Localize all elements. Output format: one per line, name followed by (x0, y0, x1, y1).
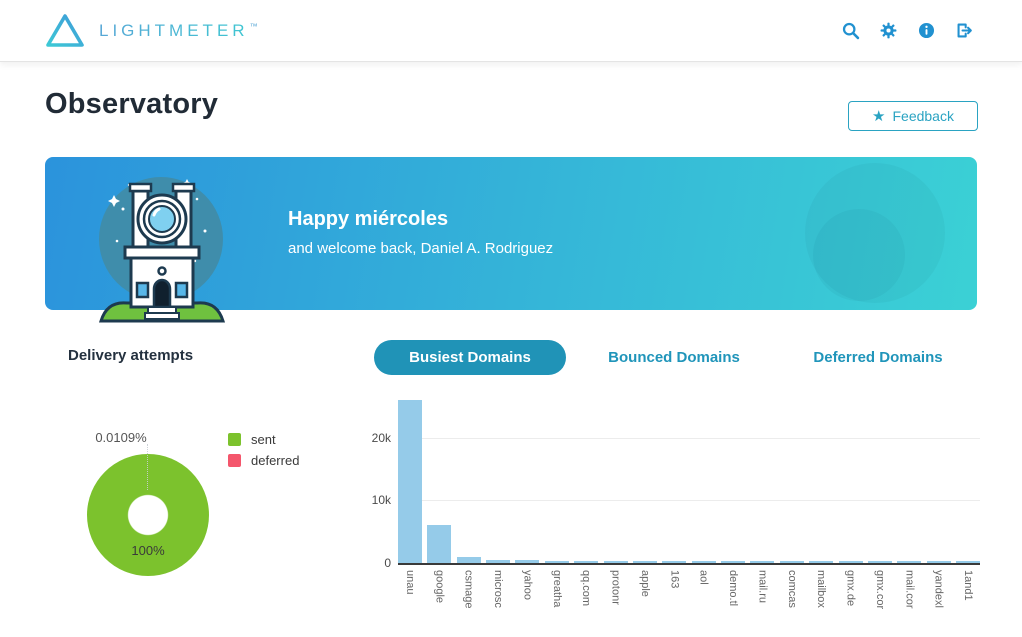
bar-apple (632, 561, 657, 563)
observatory-illustration (98, 177, 226, 323)
gridline (398, 500, 980, 502)
tab-deferred-domains[interactable]: Deferred Domains (776, 340, 980, 375)
domain-tabs: Busiest Domains Bounced Domains Deferred D… (368, 340, 980, 375)
feedback-label: Feedback (892, 108, 954, 124)
brand-logo[interactable]: LIGHTMETER™ (44, 13, 258, 49)
bar-mailbox (809, 561, 834, 563)
tab-busiest-domains[interactable]: Busiest Domains (368, 340, 572, 375)
tab-bounced-domains[interactable]: Bounced Domains (572, 340, 776, 375)
star-icon: ★ (872, 107, 886, 125)
bar-gmx.de (838, 561, 863, 563)
x-tick-label: google (433, 570, 446, 604)
bar-163 (662, 561, 687, 563)
x-tick-label: yandexl (932, 570, 945, 608)
bar-qq.com (574, 561, 599, 563)
legend-swatch (228, 433, 241, 446)
x-tick-label: 163 (668, 570, 681, 589)
bar-demo.tl (721, 561, 746, 563)
bar-mail.ru (750, 561, 775, 563)
bar-greatha (544, 561, 569, 563)
bar-google (427, 525, 452, 563)
bar-protonr (603, 561, 628, 563)
banner-watermark-circle (805, 163, 945, 303)
logout-button[interactable] (950, 17, 978, 45)
info-button[interactable] (912, 17, 940, 45)
page-title: Observatory (45, 88, 219, 120)
header-icons (836, 17, 978, 45)
search-icon (842, 22, 859, 40)
greeting-text: Happy miércoles (288, 208, 449, 230)
banner-background (45, 157, 977, 310)
x-tick-label: csmage (462, 570, 475, 609)
bar-mail.cor (897, 561, 922, 563)
x-tick-label: aol (697, 570, 710, 585)
bar-csmage (456, 557, 481, 563)
banner-text: Happy miércoles and welcome back, Daniel… (288, 208, 553, 257)
x-tick-label: comcas (785, 570, 798, 608)
donut-callout-label: 0.0109% (95, 430, 147, 445)
bar-unau (398, 400, 422, 563)
legend-item-deferred[interactable]: deferred (228, 453, 299, 468)
feedback-button[interactable]: ★ Feedback (848, 101, 978, 131)
bar-plot (398, 400, 980, 565)
x-tick-label: demo.tl (727, 570, 740, 607)
x-tick-label: unau (404, 570, 416, 595)
trademark-symbol: ™ (249, 22, 258, 32)
x-tick-label: yahoo (521, 570, 534, 600)
bar-1and1 (956, 561, 980, 563)
legend-item-sent[interactable]: sent (228, 432, 299, 447)
bar-yandexl (926, 561, 951, 563)
x-tick-label: microsc (492, 570, 505, 608)
x-tick-label: gmx.cor (873, 570, 886, 610)
bar-aol (691, 561, 716, 563)
x-tick-label: mail.ru (756, 570, 769, 604)
y-tick-label: 20k (371, 430, 391, 445)
bar-yahoo (515, 560, 540, 563)
y-tick-label: 10k (371, 493, 391, 508)
x-tick-label: gmx.de (844, 570, 857, 607)
logout-icon (957, 23, 972, 38)
app-header: LIGHTMETER™ (0, 0, 1022, 62)
tab-label: Deferred Domains (813, 349, 943, 366)
bar-gmx.cor (867, 561, 892, 563)
greeting-banner: Happy miércoles and welcome back, Daniel… (45, 157, 977, 323)
settings-button[interactable] (874, 17, 902, 45)
bar-chart-y-axis: 0 10k 20k (347, 400, 391, 572)
x-tick-label: 1and1 (962, 570, 974, 601)
brand-name: LIGHTMETER (99, 20, 249, 40)
lightmeter-logo-icon (46, 13, 84, 47)
x-tick-label: apple (638, 570, 651, 597)
donut-legend: sent deferred (228, 432, 299, 474)
info-icon (918, 22, 934, 39)
x-labels: unau google csmage microsc yahoo greatha qq.co… (398, 570, 988, 637)
x-tick-label: qq.com (580, 570, 593, 607)
gear-icon (880, 22, 896, 39)
tab-label: Busiest Domains (374, 340, 566, 375)
banner-watermark-circle (813, 209, 905, 301)
x-tick-label: mail.cor (903, 570, 916, 609)
legend-swatch (228, 454, 241, 467)
gridline (398, 437, 980, 439)
bar-microsc (486, 560, 511, 563)
y-tick-label: 0 (384, 556, 391, 570)
legend-label: sent (251, 432, 276, 447)
donut-chart (87, 454, 209, 576)
legend-label: deferred (251, 453, 300, 468)
x-tick-label: mailbox (815, 570, 828, 608)
welcome-back-text: and welcome back, Daniel A. Rodriguez (288, 240, 554, 257)
x-tick-label: greatha (550, 570, 563, 608)
bar-comcas (779, 561, 804, 563)
donut-inside-label: 100% (131, 543, 165, 558)
tab-label: Bounced Domains (608, 349, 740, 366)
donut-callout-connector (147, 444, 148, 490)
delivery-attempts-heading: Delivery attempts (68, 347, 194, 364)
search-button[interactable] (836, 17, 864, 45)
x-tick-label: protonr (609, 570, 622, 605)
